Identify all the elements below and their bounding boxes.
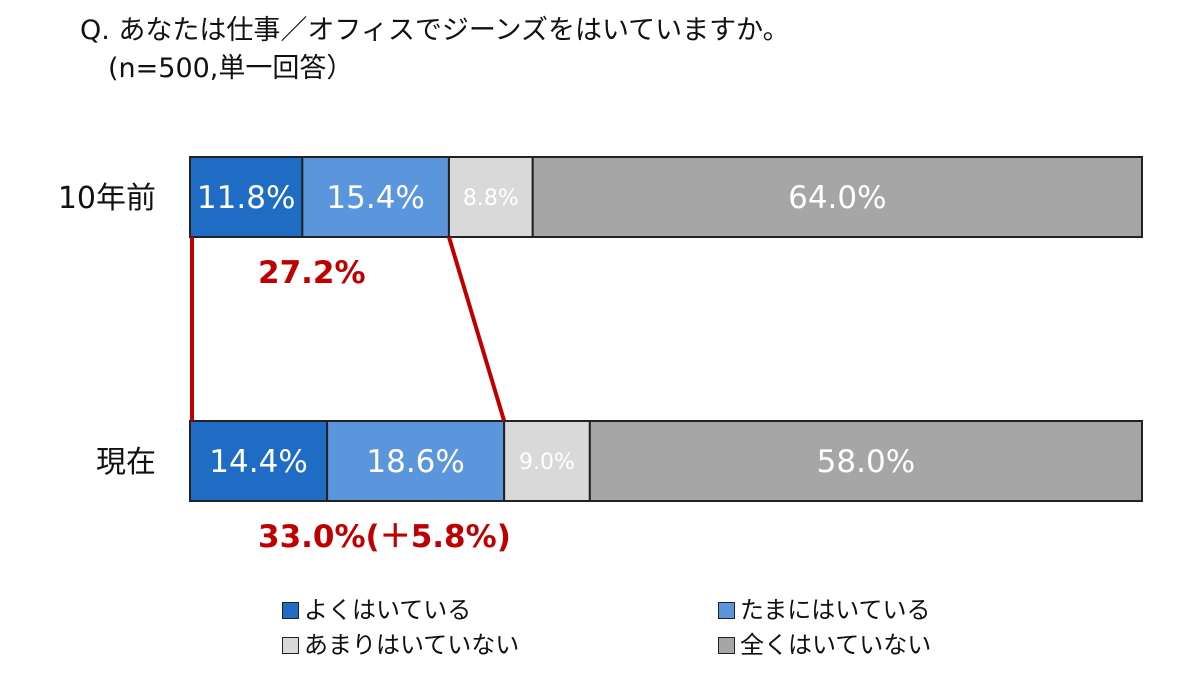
category-label: 10年前 xyxy=(58,181,156,216)
data-label: 14.4% xyxy=(209,444,307,480)
bar-segment xyxy=(326,420,506,502)
bar-segment xyxy=(189,420,329,502)
legend-swatch-rarely xyxy=(282,636,299,654)
data-label: 64.0% xyxy=(788,180,886,216)
legend-label-often: よくはいている xyxy=(304,596,472,624)
legend-swatch-sometimes xyxy=(718,601,735,619)
data-label: 58.0% xyxy=(817,444,915,480)
legend-item-often: よくはいている xyxy=(282,595,471,625)
category-label: 現在 xyxy=(96,445,156,480)
bar-segment xyxy=(503,420,591,502)
data-label: 15.4% xyxy=(326,180,424,216)
bar-segment xyxy=(531,156,1143,238)
bar-segment xyxy=(588,420,1143,502)
legend-swatch-often xyxy=(282,601,299,619)
chart-title: Q. あなたは仕事／オフィスでジーンズをはいていますか。 xyxy=(80,15,790,46)
annotation-label: 27.2% xyxy=(258,255,366,291)
annotation-label: 33.0%(＋5.8%) xyxy=(258,519,511,555)
legend-label-sometimes: たまにはいている xyxy=(740,596,931,624)
data-label: 11.8% xyxy=(197,180,295,216)
legend-label-never: 全くはいていない xyxy=(740,631,932,659)
data-label: 8.8% xyxy=(463,186,519,211)
legend-label-rarely: あまりはいていない xyxy=(304,631,520,659)
bar-segment xyxy=(189,156,304,238)
data-label: 18.6% xyxy=(366,444,464,480)
legend-item-sometimes: たまにはいている xyxy=(718,595,931,625)
legend-item-rarely: あまりはいていない xyxy=(282,630,519,660)
chart-subtitle: (n=500,単一回答） xyxy=(108,53,354,84)
legend-swatch-never xyxy=(718,636,735,654)
legend-item-never: 全くはいていない xyxy=(718,630,931,660)
connector-line xyxy=(447,236,507,422)
data-label: 9.0% xyxy=(519,450,575,475)
